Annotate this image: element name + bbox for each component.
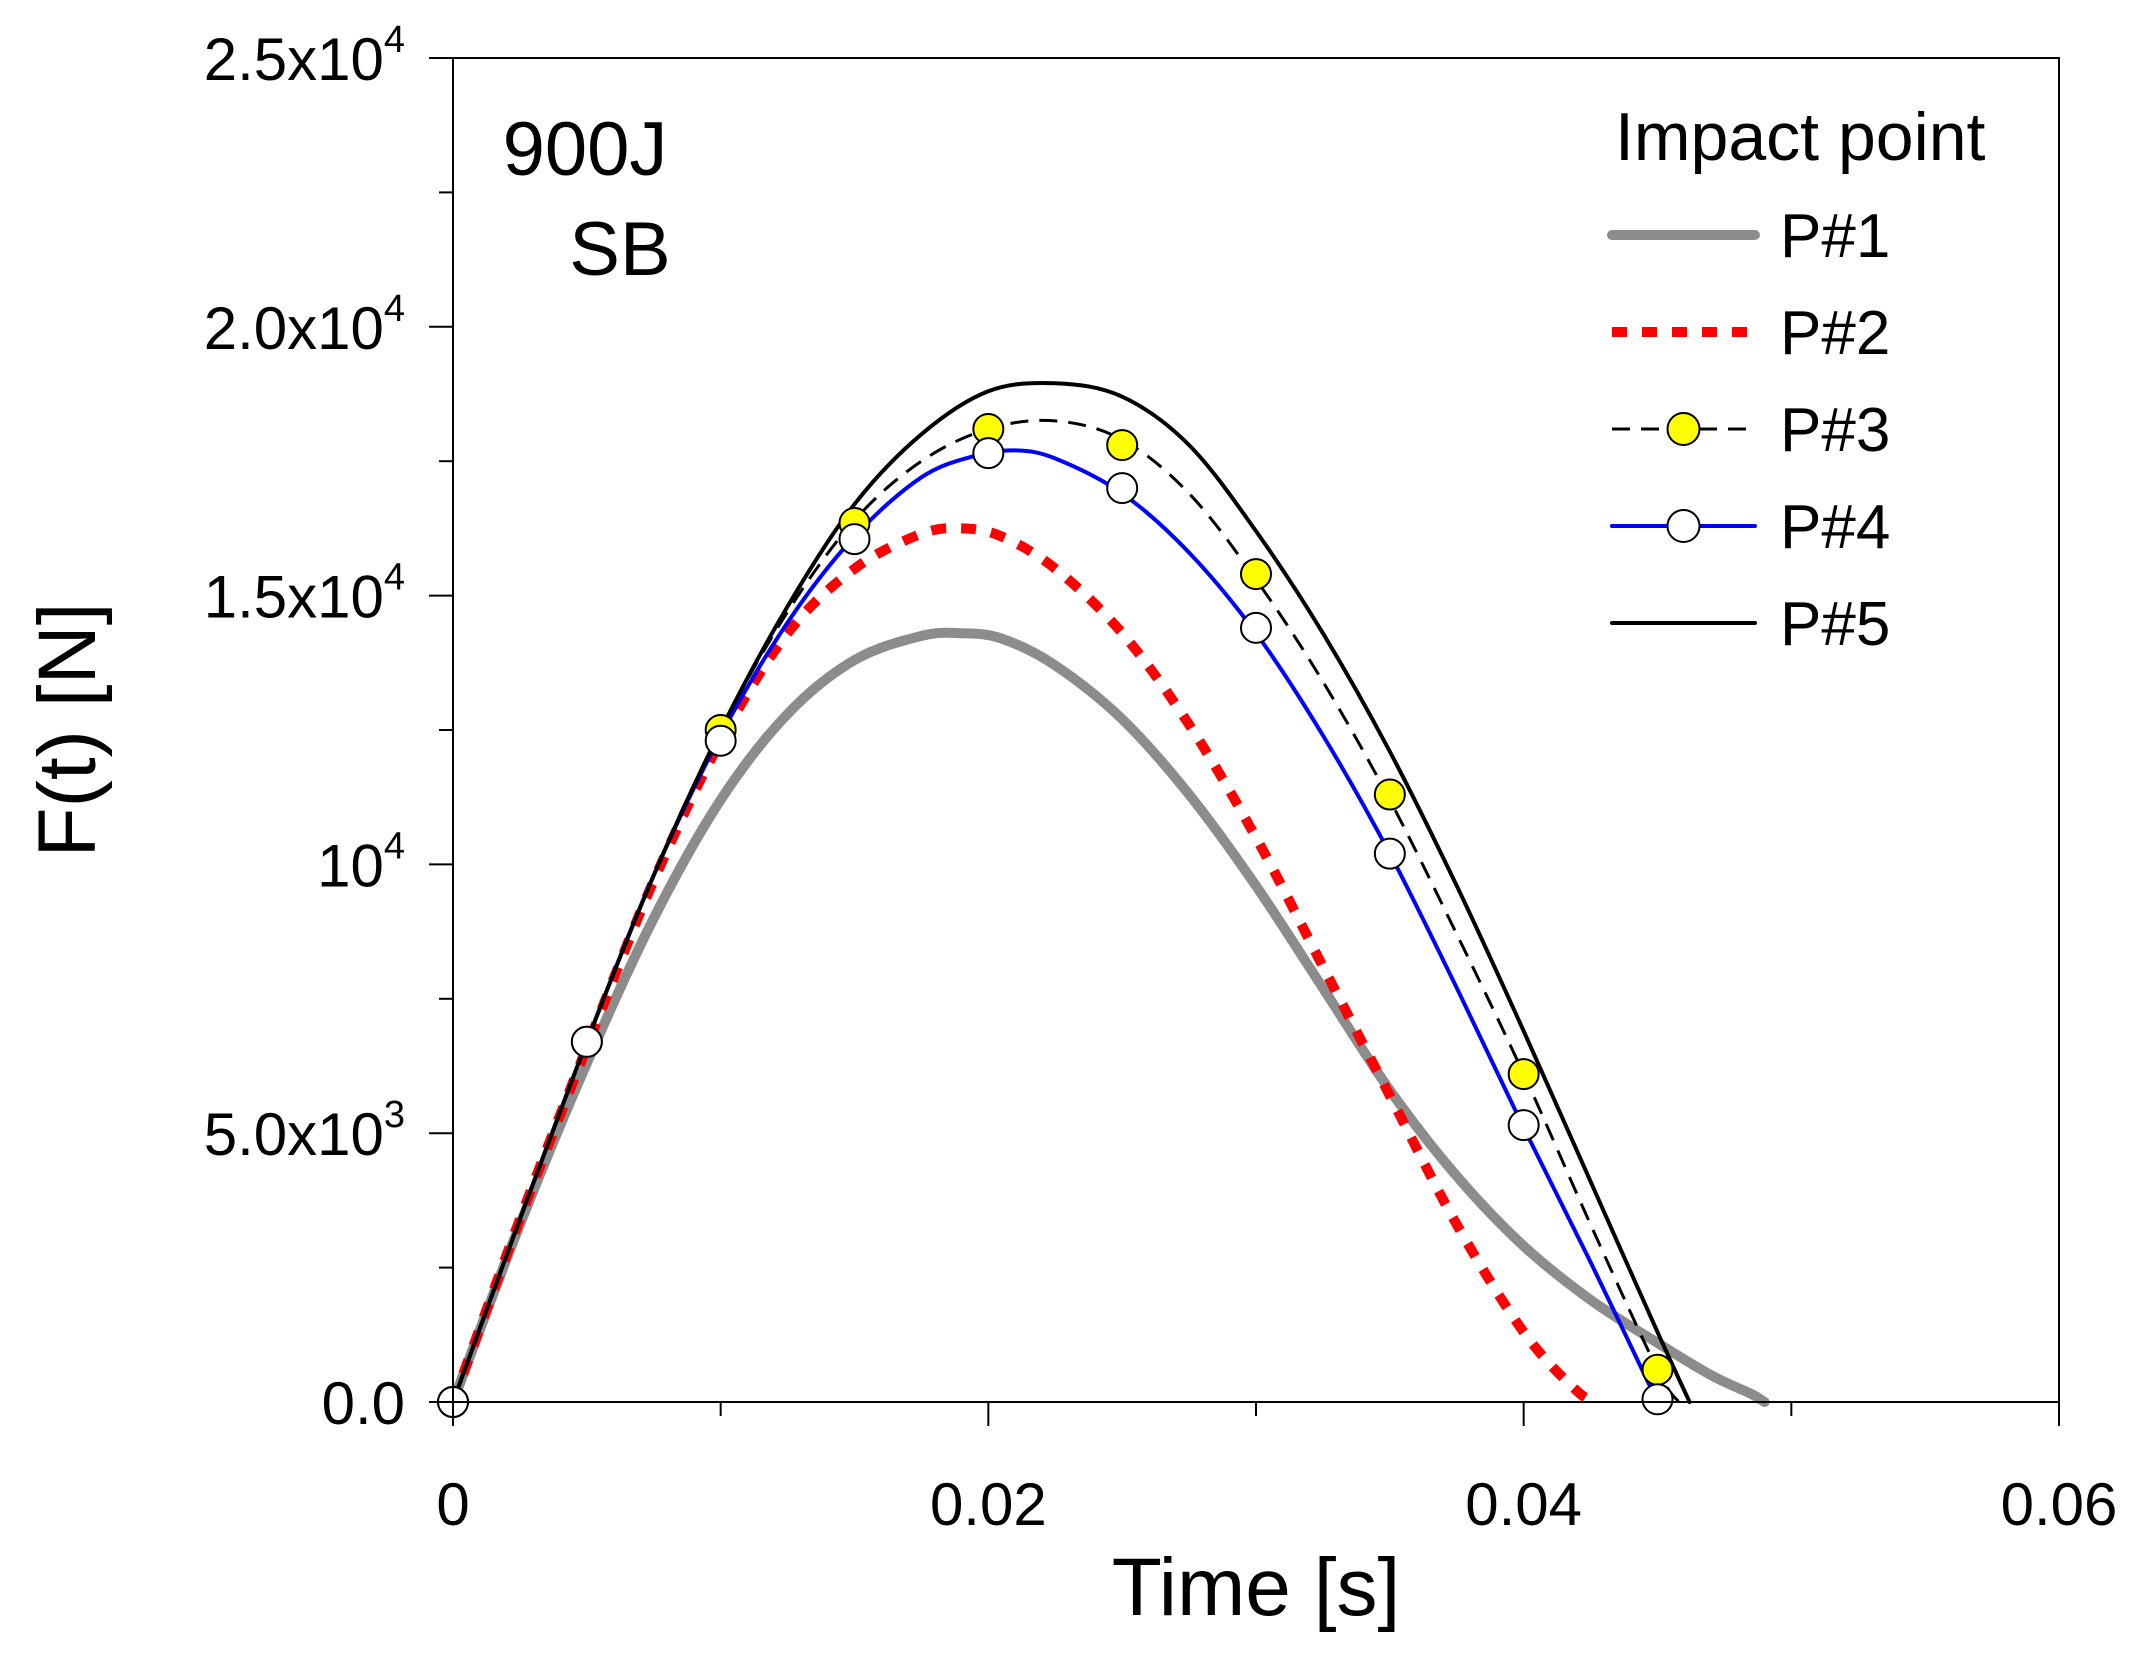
energy-annotation: 900J (503, 107, 668, 192)
x-tick-label: 0.02 (930, 1471, 1047, 1538)
series-line-p2 (448, 523, 1601, 1407)
legend-label-p4: P#4 (1780, 493, 1890, 562)
series-layer (437, 380, 1770, 1418)
marker-p4 (704, 724, 737, 757)
legend-marker-p3 (1666, 412, 1701, 446)
marker-p4 (838, 523, 871, 556)
legend-marker-p4 (1666, 509, 1701, 543)
marker-p4 (570, 1025, 603, 1058)
y-tick-label: 5.0x103 (204, 1094, 405, 1168)
x-tick-label: 0.06 (2001, 1471, 2118, 1538)
series-line-p3 (451, 418, 1681, 1403)
legend-label-p2: P#2 (1780, 299, 1890, 368)
legend-title: Impact point (1615, 99, 1986, 175)
series-line-p1 (448, 627, 1770, 1407)
marker-p4 (1106, 472, 1139, 505)
y-tick-label: 1.5x104 (204, 557, 405, 631)
legend-label-p3: P#3 (1780, 396, 1890, 465)
series-line-p5 (451, 380, 1692, 1404)
axis-ticks (429, 57, 2060, 1426)
y-tick-label: 104 (317, 825, 405, 899)
marker-p4 (1240, 611, 1272, 644)
marker-p3 (1373, 778, 1406, 811)
y-tick-label: 2.0x104 (204, 288, 405, 362)
marker-p3 (1641, 1353, 1674, 1386)
support-annotation: SB (569, 207, 670, 292)
legend-label-p1: P#1 (1780, 202, 1890, 271)
marker-p3 (1106, 429, 1139, 462)
marker-p3 (1507, 1058, 1540, 1091)
x-tick-label: 0 (436, 1471, 469, 1538)
y-tick-label: 0.0 (322, 1370, 405, 1437)
y-tick-label: 2.5x104 (204, 19, 405, 93)
legend: Impact point P#1 P#2 P#3 P#4 P#5 (1607, 99, 1986, 659)
y-axis-label: F(t) [N] (22, 602, 113, 857)
marker-p4 (972, 437, 1005, 470)
tick-labels: 0 0.02 0.04 0.06 0.0 5.0x103 104 1.5x104 2.0x104… (204, 19, 2118, 1538)
marker-p4 (1641, 1383, 1674, 1416)
x-tick-label: 0.04 (1465, 1471, 1582, 1538)
marker-p4 (1373, 837, 1406, 870)
legend-label-p5: P#5 (1780, 590, 1890, 659)
x-axis-label: Time [s] (1112, 1542, 1401, 1633)
marker-p3 (1240, 558, 1272, 591)
marker-p4 (1507, 1109, 1540, 1142)
